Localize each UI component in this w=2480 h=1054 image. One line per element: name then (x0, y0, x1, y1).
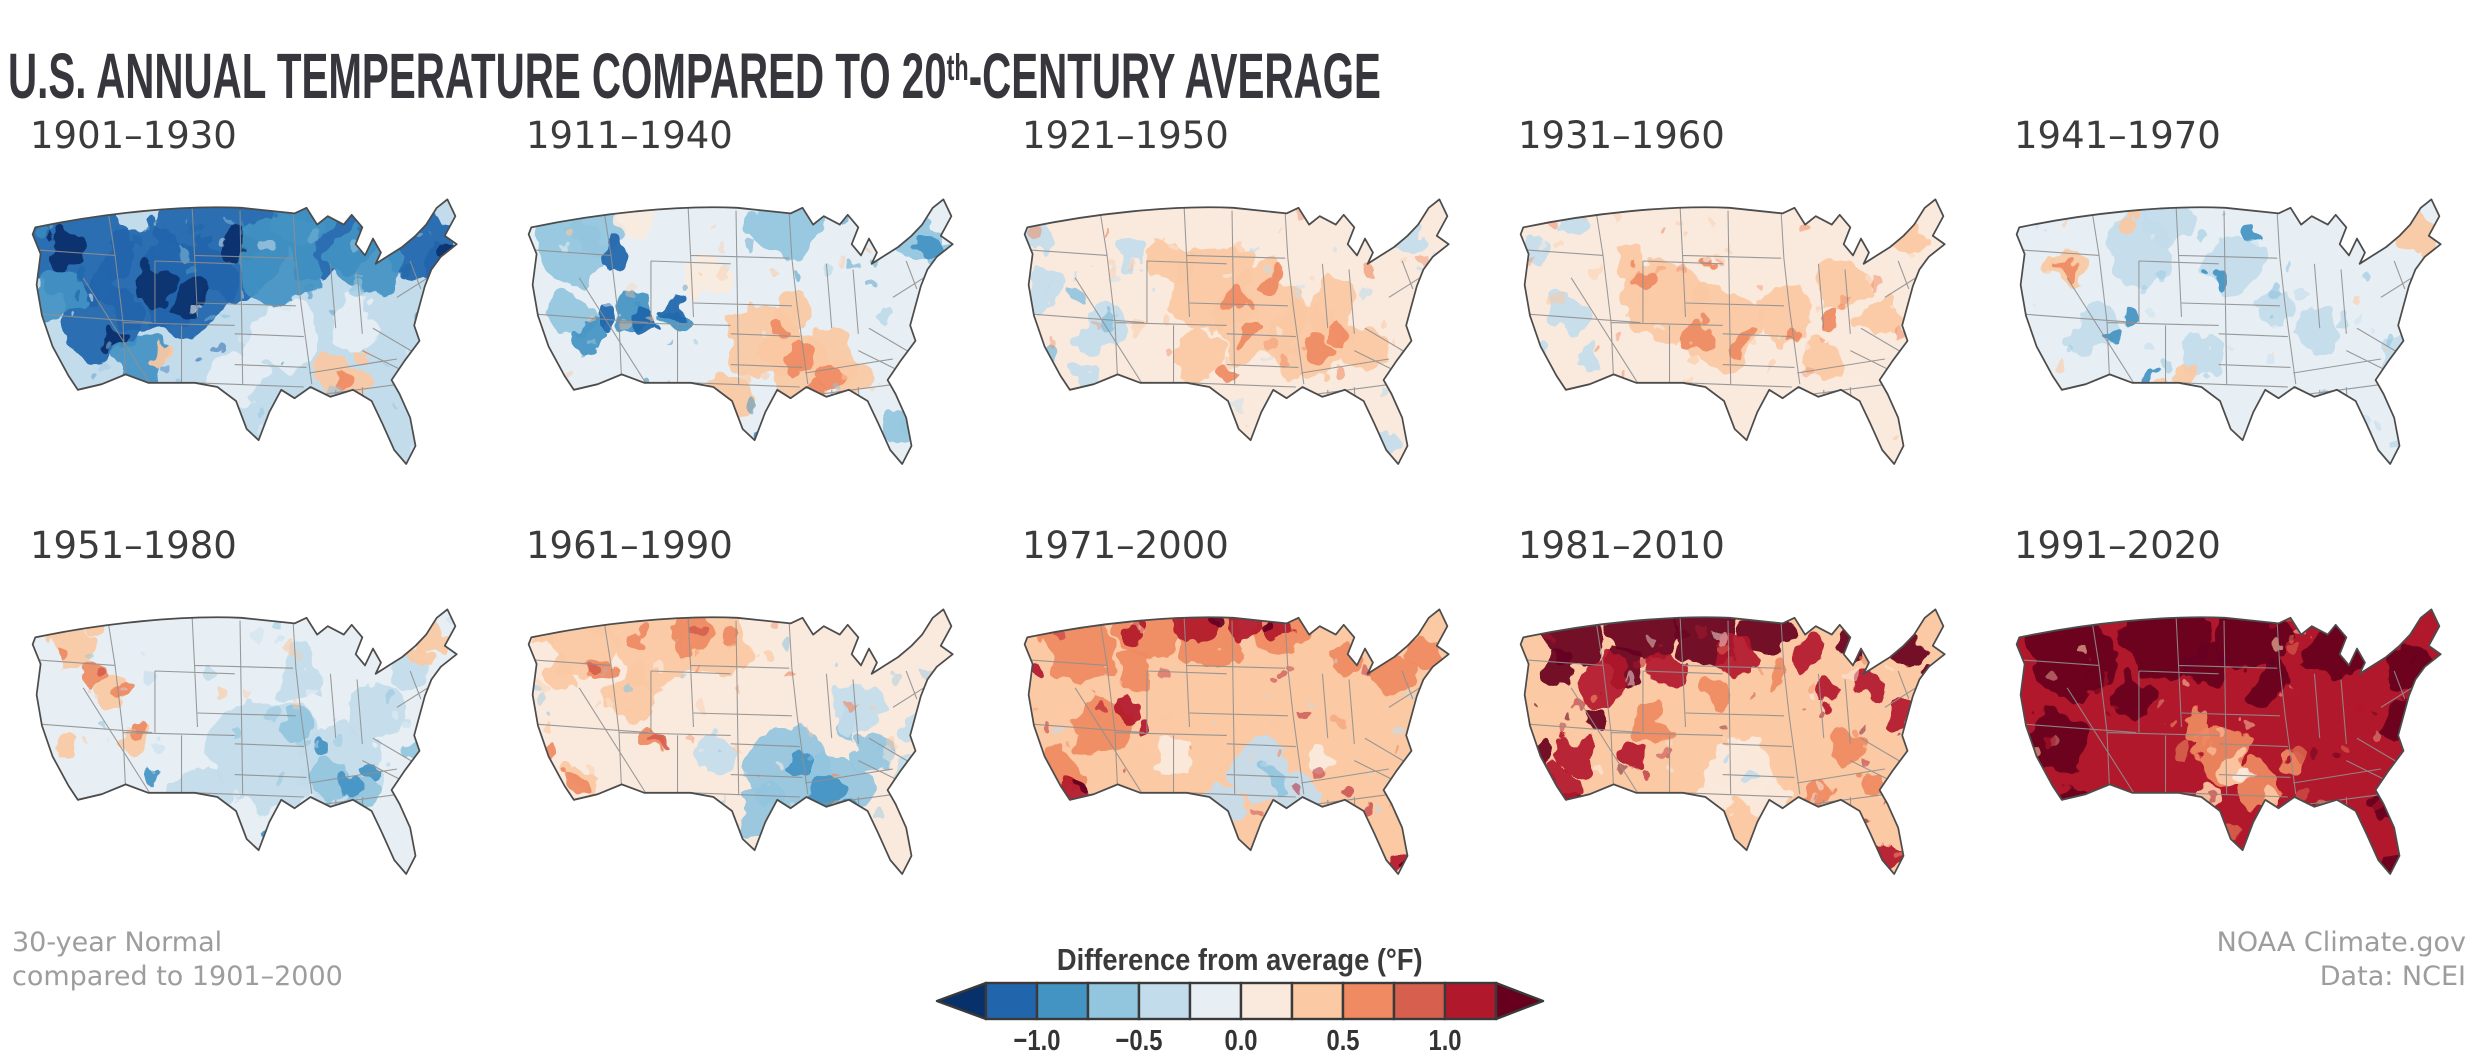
us-anomaly-map-1911-1940 (527, 198, 954, 465)
us-outline (1519, 198, 1946, 465)
map-period-label: 1931–1960 (1518, 114, 1725, 157)
map-fill-layer (32, 609, 457, 874)
us-outline (31, 608, 458, 875)
colorbar-cell-9 (1443, 981, 1498, 1021)
us-outline (527, 608, 954, 875)
footer-credit: NOAA Climate.gov Data: NCEI (2217, 926, 2466, 994)
colorbar-arrow-left (935, 981, 988, 1021)
state-borders (531, 614, 934, 856)
map-period-label: 1961–1990 (526, 524, 733, 567)
colorbar-arrow-right (1494, 981, 1545, 1021)
footer-baseline-line2: compared to 1901–2000 (12, 961, 343, 992)
map-period-label: 1981–2010 (1518, 524, 1725, 567)
map-fill-layer (528, 199, 953, 464)
us-anomaly-map-1991-2020 (2015, 608, 2442, 875)
us-anomaly-map-1951-1980 (31, 608, 458, 875)
colorbar-cell-4 (1188, 981, 1243, 1021)
state-borders (35, 204, 438, 446)
colorbar-cell-7 (1341, 981, 1396, 1021)
us-outline (1519, 608, 1946, 875)
state-borders (2019, 614, 2422, 856)
figure-title: U.S. ANNUAL TEMPERATURE COMPARED TO 20th… (8, 39, 2187, 113)
colorbar-cell-5 (1239, 981, 1294, 1021)
anomaly-blobs (536, 609, 929, 860)
us-outline (1023, 608, 1450, 875)
state-borders (2019, 204, 2422, 446)
colorbar-cell-1 (1035, 981, 1090, 1021)
map-cell: 1951–1980 (10, 524, 500, 929)
map-fill-layer (2016, 609, 2441, 874)
title-suffix: -CENTURY AVERAGE (968, 39, 1381, 112)
us-outline (1023, 198, 1450, 465)
map-fill-layer (2016, 199, 2441, 464)
map-period-label: 1941–1970 (2014, 114, 2221, 157)
map-fill-layer (1024, 199, 1449, 464)
map-fill-layer (1520, 199, 1945, 464)
us-anomaly-map-1921-1950 (1023, 198, 1450, 465)
colorbar-cell-2 (1086, 981, 1141, 1021)
state-borders (1523, 204, 1926, 446)
colorbar-cell-0 (984, 981, 1039, 1021)
colorbar-cell-6 (1290, 981, 1345, 1021)
colorbar-tick-0.0: 0.0 (1224, 1024, 1257, 1054)
us-outline (31, 198, 458, 465)
colorbar-tick-−1.0: −1.0 (1014, 1024, 1061, 1054)
anomaly-blobs (1027, 219, 1427, 450)
map-fill-layer (1520, 609, 1945, 874)
footer-credit-line1: NOAA Climate.gov (2216, 927, 2466, 958)
us-outline (527, 198, 954, 465)
us-outline (2015, 608, 2442, 875)
map-period-label: 1901–1930 (30, 114, 237, 157)
map-cell: 1961–1990 (506, 524, 996, 929)
map-cell: 1901–1930 (10, 114, 500, 519)
anomaly-blobs (52, 610, 449, 859)
state-borders (35, 614, 438, 856)
colorbar-tick-1.0: 1.0 (1428, 1024, 1461, 1054)
us-anomaly-map-1901-1930 (31, 198, 458, 465)
colorbar-legend: Difference from average (°F) −1.0 −0.5 0.0… (930, 942, 1550, 1054)
map-cell: 1921–1950 (1002, 114, 1492, 519)
us-anomaly-map-1941-1970 (2015, 198, 2442, 465)
map-cell: 1911–1940 (506, 114, 996, 519)
us-anomaly-map-1981-2010 (1519, 608, 1946, 875)
us-anomaly-map-1961-1990 (527, 608, 954, 875)
map-cell: 1981–2010 (1498, 524, 1988, 929)
map-fill-layer (32, 199, 457, 464)
us-anomaly-map-1971-2000 (1023, 608, 1450, 875)
state-borders (1523, 614, 1926, 856)
us-outline (2015, 198, 2442, 465)
map-period-label: 1921–1950 (1022, 114, 1229, 157)
state-borders (1027, 204, 1430, 446)
colorbar-svg: −1.0 −0.5 0.0 0.5 1.0 (935, 981, 1545, 1054)
colorbar-tick-0.5: 0.5 (1326, 1024, 1359, 1054)
map-cell: 1941–1970 (1994, 114, 2480, 519)
map-fill-layer (1024, 609, 1449, 874)
legend-title: Difference from average (°F) (1057, 942, 1423, 977)
colorbar-cell-3 (1137, 981, 1192, 1021)
footer-baseline-line1: 30-year Normal (12, 927, 223, 958)
us-anomaly-map-1931-1960 (1519, 198, 1946, 465)
footer-baseline-note: 30-year Normal compared to 1901–2000 (12, 926, 343, 994)
colorbar-tick-−0.5: −0.5 (1116, 1024, 1163, 1054)
map-fill-layer (528, 609, 953, 874)
colorbar-cell-8 (1392, 981, 1447, 1021)
state-borders (531, 204, 934, 446)
state-borders (1027, 614, 1430, 856)
map-period-label: 1911–1940 (526, 114, 733, 157)
map-cell: 1971–2000 (1002, 524, 1492, 929)
title-prefix: U.S. ANNUAL TEMPERATURE COMPARED TO 20 (8, 39, 947, 112)
map-period-label: 1971–2000 (1022, 524, 1229, 567)
title-superscript: th (946, 45, 969, 88)
map-cell: 1991–2020 (1994, 524, 2480, 929)
map-cell: 1931–1960 (1498, 114, 1988, 519)
map-period-label: 1951–1980 (30, 524, 237, 567)
map-period-label: 1991–2020 (2014, 524, 2221, 567)
footer-credit-line2: Data: NCEI (2319, 961, 2466, 992)
